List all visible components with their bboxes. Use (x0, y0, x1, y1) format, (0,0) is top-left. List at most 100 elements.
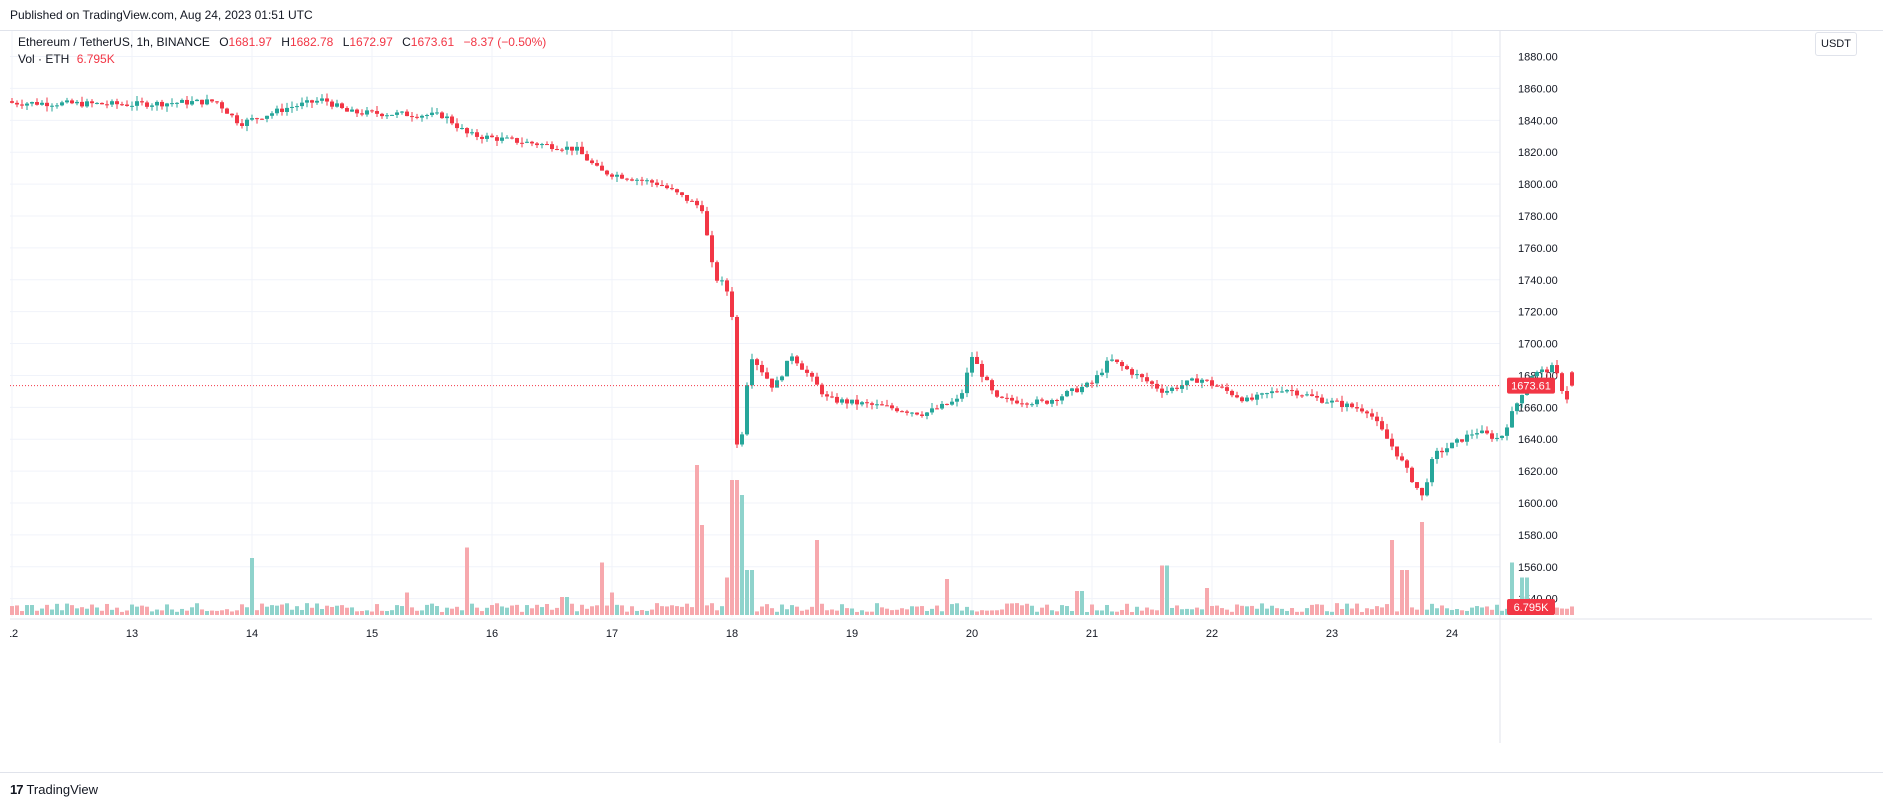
candle-body (985, 376, 989, 381)
volume-bar (855, 611, 859, 615)
candle-body (825, 394, 829, 397)
volume-bar (615, 604, 619, 615)
volume-bar (10, 606, 14, 615)
candle-body (420, 115, 424, 118)
candle-body (1190, 378, 1194, 381)
candlestick-chart[interactable]: 1540.001560.001580.001600.001620.001640.… (10, 31, 1872, 743)
candle-body (920, 414, 924, 416)
y-tick-label: 1560.00 (1518, 562, 1558, 574)
volume-bar (515, 604, 519, 615)
candle-body (390, 114, 394, 116)
volume-bar (1310, 604, 1314, 615)
candle-body (590, 160, 594, 164)
candle-body (465, 128, 469, 134)
volume-bar (460, 610, 464, 615)
volume-bar (1420, 522, 1424, 615)
candle-body (1315, 395, 1319, 398)
candle-body (1280, 391, 1284, 393)
candle-body (905, 411, 909, 413)
candle-body (225, 108, 229, 114)
candle-body (1325, 402, 1329, 404)
volume-bar (1225, 609, 1229, 615)
last-volume-tag (1507, 599, 1555, 615)
candle-body (175, 102, 179, 104)
candle-body (960, 393, 964, 399)
volume-bar (145, 606, 149, 615)
volume-bar (15, 605, 19, 615)
candle-body (620, 174, 624, 179)
candle-body (1210, 380, 1214, 386)
volume-bar (950, 604, 954, 615)
candle-body (725, 280, 729, 292)
candle-body (340, 103, 344, 109)
candle-body (1275, 391, 1279, 393)
symbol-label[interactable]: Ethereum / TetherUS, 1h, BINANCE (18, 35, 210, 49)
candle-body (1535, 371, 1539, 377)
volume-bar (635, 610, 639, 615)
currency-button[interactable]: USDT (1815, 32, 1857, 56)
volume-bar (430, 603, 434, 615)
candle-body (740, 434, 744, 445)
volume-label[interactable]: Vol · ETH (18, 52, 70, 66)
volume-bar (865, 611, 869, 615)
candle-body (505, 137, 509, 139)
volume-bar (735, 480, 739, 615)
volume-bar (970, 610, 974, 615)
candle-body (1175, 387, 1179, 389)
volume-bar (800, 610, 804, 615)
candle-body (625, 178, 629, 180)
candle-body (65, 100, 69, 103)
volume-bar (1150, 609, 1154, 615)
close-label: C (402, 35, 411, 49)
candle-body (300, 102, 304, 107)
volume-bar (1265, 608, 1269, 615)
candle-body (1240, 397, 1244, 402)
volume-bar (495, 603, 499, 615)
candle-body (1200, 379, 1204, 383)
volume-bar (1570, 606, 1574, 615)
candle-body (220, 102, 224, 109)
candle-body (325, 98, 329, 102)
chart-area[interactable]: 1540.001560.001580.001600.001620.001640.… (10, 31, 1872, 743)
volume-bar (1360, 611, 1364, 615)
candle-body (350, 109, 354, 112)
volume-bar (1140, 610, 1144, 615)
volume-bar (760, 606, 764, 615)
candle-body (1035, 399, 1039, 405)
candle-body (755, 359, 759, 365)
chart-legend: Ethereum / TetherUS, 1h, BINANCE O1681.9… (18, 34, 552, 68)
x-tick-label: 23 (1326, 628, 1338, 640)
volume-bar (850, 608, 854, 615)
candle-body (760, 364, 764, 373)
volume-bar (535, 604, 539, 615)
volume-row: Vol · ETH 6.795K (18, 51, 552, 68)
candle-body (1385, 429, 1389, 439)
volume-bar (750, 570, 754, 615)
candle-body (840, 399, 844, 403)
volume-bar (770, 608, 774, 615)
volume-bar (330, 606, 334, 615)
candle-body (1195, 378, 1199, 383)
candle-body (50, 105, 54, 107)
volume-bar (660, 606, 664, 615)
candle-body (60, 102, 64, 106)
y-tick-label: 1860.00 (1518, 83, 1558, 95)
volume-bar (940, 611, 944, 615)
volume-bar (670, 605, 674, 615)
x-tick-label: 19 (846, 628, 858, 640)
volume-bar (1275, 608, 1279, 615)
candle-body (165, 103, 169, 107)
volume-bar (1370, 609, 1374, 615)
volume-bar (1495, 604, 1499, 615)
candle-body (425, 115, 429, 117)
candle-body (170, 103, 174, 105)
candle-body (125, 104, 129, 106)
publish-header: Published on TradingView.com, Aug 24, 20… (0, 0, 1883, 31)
candle-body (480, 136, 484, 139)
candle-body (1425, 482, 1429, 496)
volume-bar (125, 610, 129, 615)
volume-bar (765, 604, 769, 615)
candle-body (180, 99, 184, 103)
tradingview-logo[interactable]: 17 TradingView (10, 782, 98, 797)
volume-bar (1065, 606, 1069, 615)
